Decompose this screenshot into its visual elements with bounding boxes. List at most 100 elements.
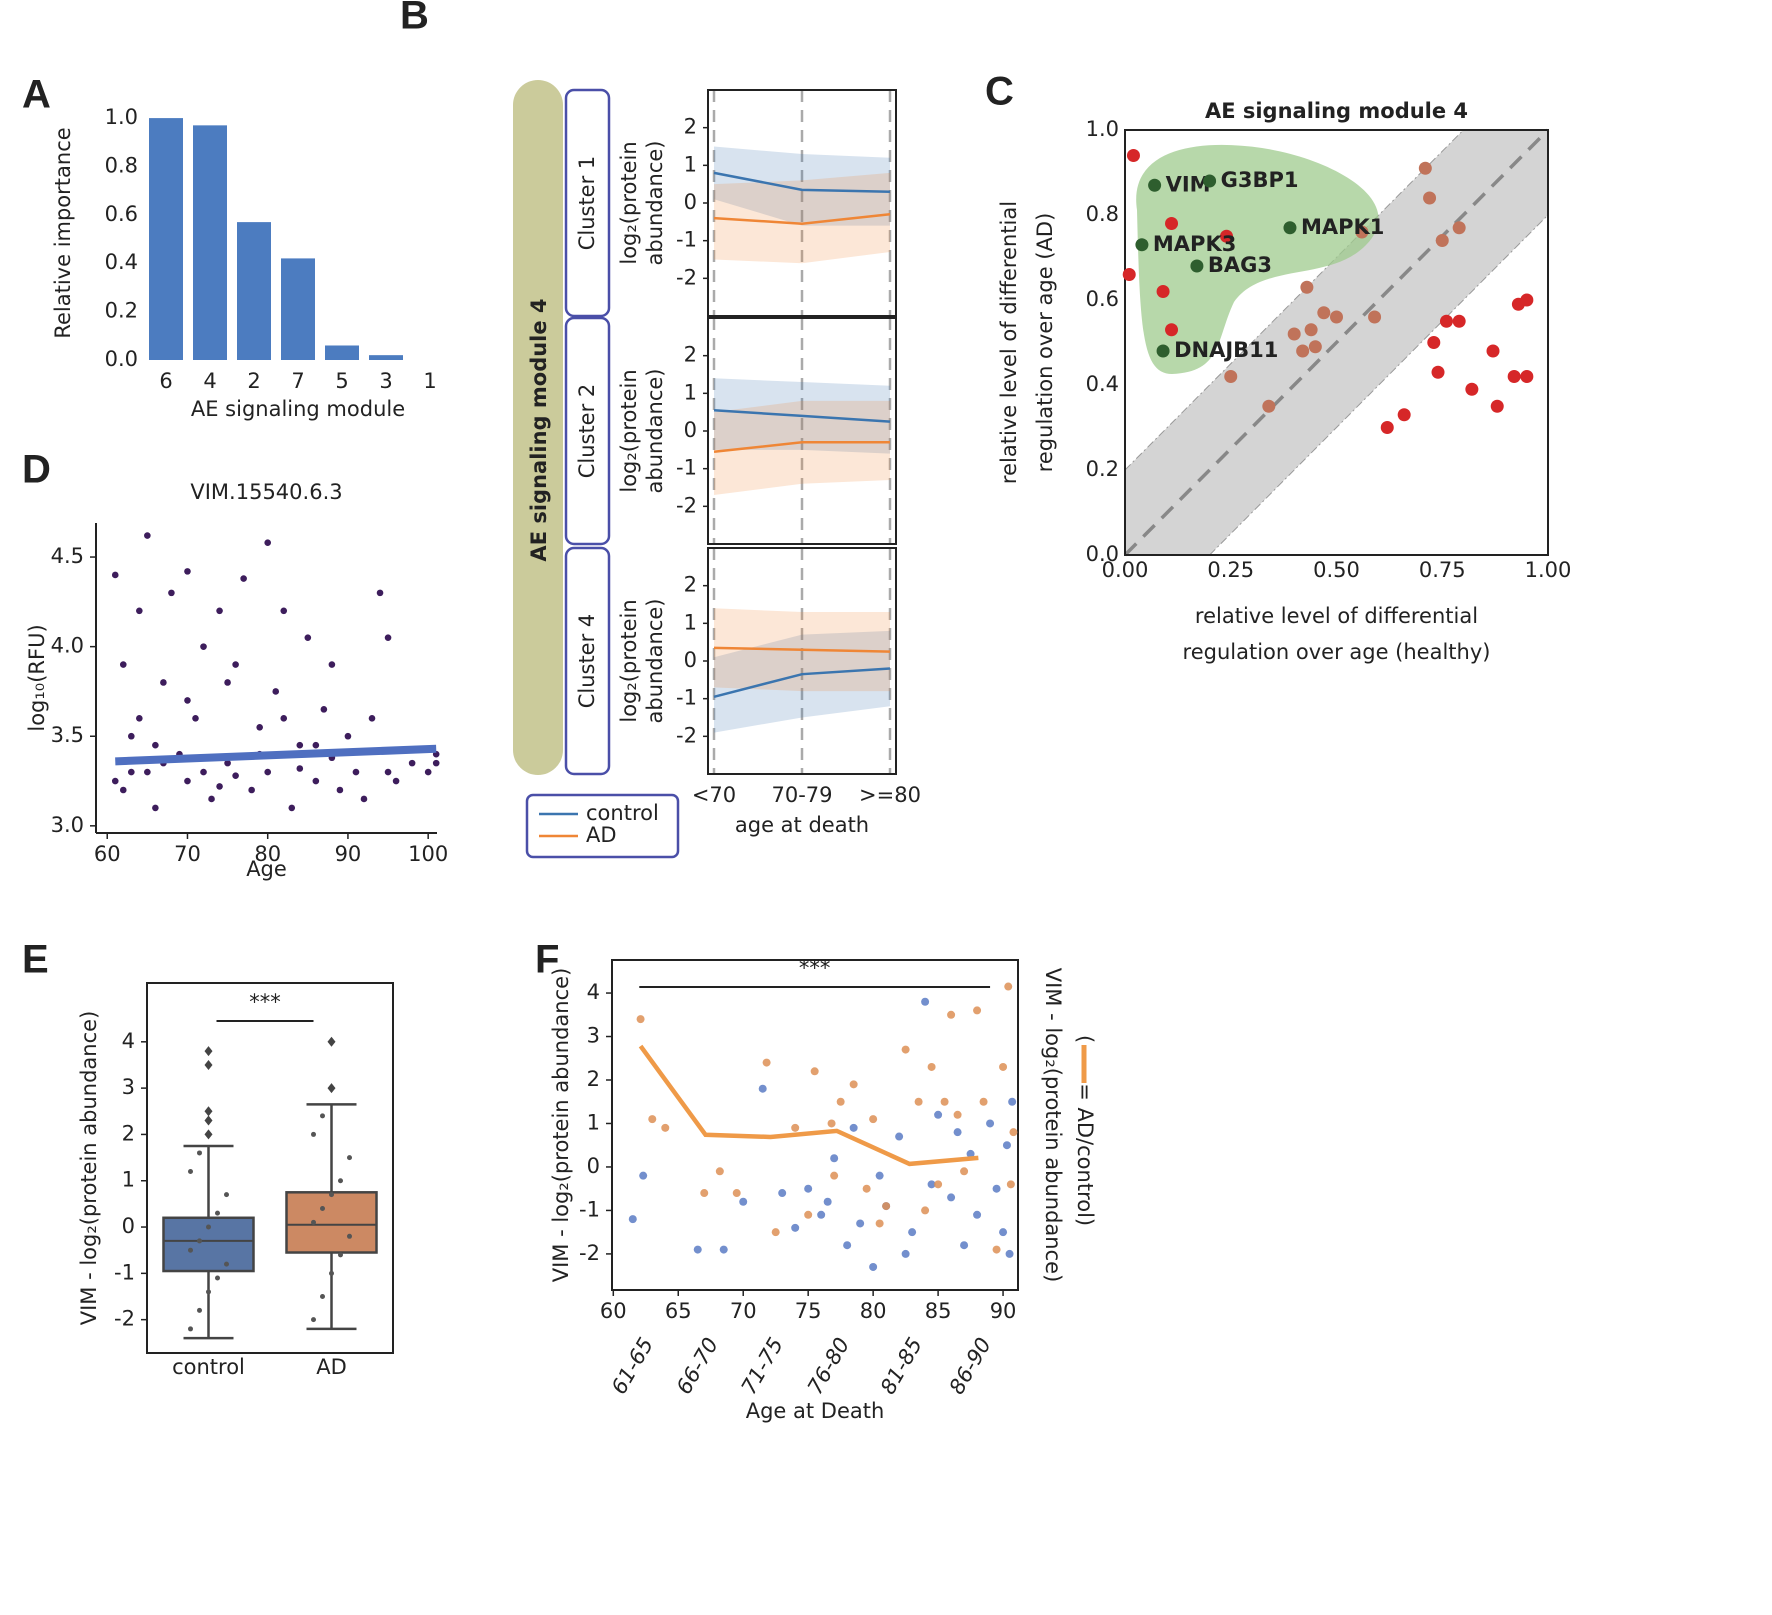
data-point (856, 1219, 865, 1228)
data-point (320, 706, 328, 713)
data-point (1165, 217, 1179, 230)
point-label: MAPK1 (1301, 215, 1384, 239)
data-point (934, 1180, 943, 1189)
data-point (1397, 408, 1411, 422)
cluster-title: Cluster 2 (575, 384, 599, 479)
swarm-point (320, 1113, 325, 1119)
data-point (160, 679, 167, 686)
x-tick-label: 80 (860, 1299, 887, 1323)
data-point (152, 741, 159, 749)
data-point (1507, 370, 1521, 383)
cluster-box (564, 316, 611, 546)
panel-label: A (22, 73, 51, 117)
data-point (119, 786, 127, 794)
data-point (264, 768, 272, 776)
data-point (1435, 234, 1449, 247)
outlier (327, 1036, 336, 1047)
data-point (901, 1249, 910, 1258)
y-axis-label: relative level of differential (997, 201, 1021, 484)
data-point (111, 571, 119, 579)
significance-label: *** (249, 990, 281, 1014)
swarm-point (347, 1155, 352, 1161)
y-tick-label: 0.8 (105, 153, 138, 177)
y-tick-label: 0 (587, 1154, 600, 1178)
data-point (312, 741, 320, 749)
data-point (1520, 370, 1534, 383)
data-point (240, 575, 247, 582)
swarm-point (206, 1289, 211, 1295)
x-tick-label: 60 (94, 842, 121, 866)
data-point (136, 607, 143, 615)
panel-label: F (535, 938, 559, 982)
data-point (1006, 1180, 1015, 1189)
legend-label: AD (586, 823, 617, 847)
y-tick-label: 0.0 (105, 347, 138, 371)
y-axis-label: log₂(protein (617, 141, 641, 264)
swarm-point (188, 1247, 193, 1253)
data-point (817, 1210, 826, 1219)
bar (325, 345, 359, 360)
y-axis-label: Relative importance (51, 127, 75, 338)
point-label: G3BP1 (1221, 168, 1299, 192)
y-tick-label: 1.0 (1086, 117, 1119, 141)
panel-label: D (22, 448, 51, 492)
data-point (128, 768, 135, 776)
y-tick-label: 0.8 (1086, 202, 1119, 226)
data-point (432, 759, 440, 767)
data-point (1465, 382, 1479, 396)
series-line (713, 441, 890, 453)
data-point (921, 997, 930, 1006)
y-tick-label: -2 (579, 1241, 600, 1265)
data-point (973, 1006, 982, 1015)
data-point (192, 715, 199, 722)
legend-box (525, 793, 680, 859)
outlier (204, 1115, 213, 1126)
x-tick-label: 60 (600, 1299, 627, 1323)
data-point (1287, 327, 1301, 341)
axes-frame (1124, 129, 1549, 556)
data-point (999, 1062, 1008, 1071)
data-point (384, 768, 392, 776)
y-tick-label: 2 (684, 573, 697, 597)
box (285, 1191, 378, 1254)
data-point (136, 715, 143, 722)
data-point (908, 1228, 917, 1237)
data-point (927, 1180, 936, 1189)
swarm-point (206, 1224, 211, 1230)
swarm-point (320, 1294, 325, 1300)
data-point (1002, 1141, 1011, 1150)
data-point (168, 589, 175, 597)
data-point (111, 777, 119, 785)
data-point (700, 1189, 709, 1198)
y-tick-label: 4 (587, 980, 600, 1004)
chart-title: VIM.15540.6.3 (190, 480, 342, 504)
y-tick-label: 0.2 (1086, 457, 1119, 481)
y-tick-label: 0 (684, 648, 697, 672)
data-point (1304, 323, 1318, 337)
x-tick-label: control (172, 1355, 245, 1379)
chart-title: AE signaling module 4 (1205, 99, 1468, 123)
data-point (264, 539, 272, 547)
x-tick-label: 0.50 (1313, 558, 1360, 582)
data-point (1427, 336, 1441, 349)
y-tick-label: 1 (587, 1110, 600, 1134)
data-point (791, 1223, 800, 1232)
y-tick-label: 4.0 (51, 634, 84, 658)
data-point (296, 765, 304, 772)
x-tick-label: >=80 (859, 783, 921, 807)
y-tick-label: 1.0 (105, 105, 138, 129)
y-tick-label: 1 (122, 1168, 135, 1192)
data-point (895, 1132, 904, 1141)
data-point (1165, 323, 1179, 337)
diagonal (1123, 128, 1550, 557)
x-tick-label: 90 (335, 842, 362, 866)
data-point (1317, 306, 1331, 320)
x-tick-label: 100 (408, 842, 448, 866)
swarm-point (224, 1261, 229, 1267)
data-point (1368, 310, 1382, 324)
data-point (804, 1210, 813, 1219)
y-axis-label: regulation over age (AD) (1033, 213, 1057, 473)
data-point (336, 786, 344, 794)
y-tick-label: -2 (676, 723, 697, 747)
outlier (204, 1046, 213, 1057)
